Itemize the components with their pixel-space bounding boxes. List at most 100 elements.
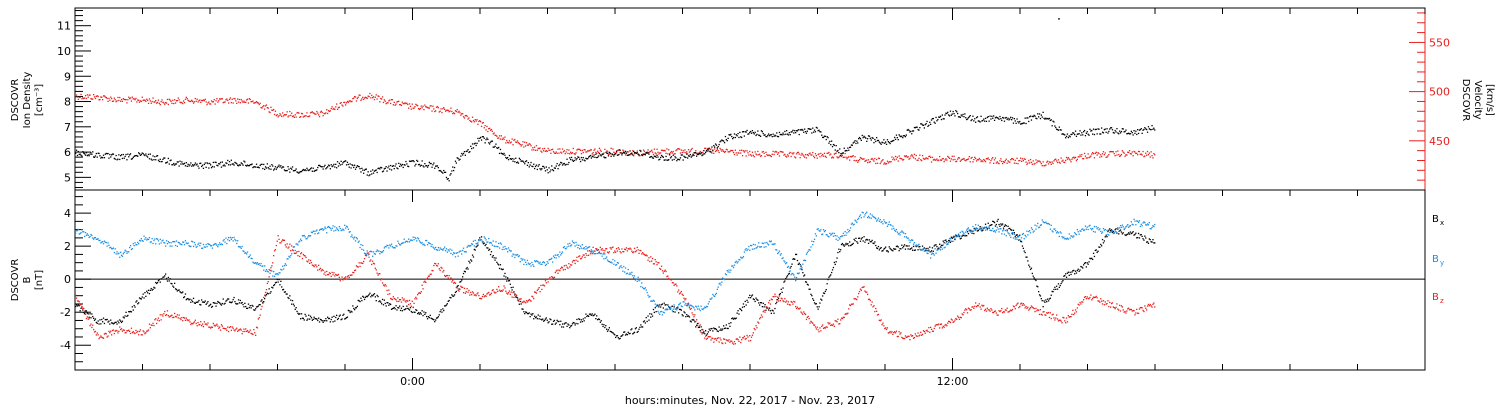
bx-point	[293, 305, 295, 307]
bx-point	[969, 229, 971, 231]
density-point	[205, 166, 207, 168]
velocity-point	[517, 142, 520, 144]
bx-point	[853, 238, 855, 240]
velocity-point	[580, 153, 583, 155]
density-point	[1081, 132, 1083, 134]
by-point	[711, 297, 713, 299]
density-point	[228, 161, 231, 163]
velocity-point	[786, 154, 789, 156]
bx-point	[734, 318, 736, 320]
velocity-point	[930, 156, 932, 159]
by-point	[572, 241, 574, 244]
by-point	[450, 252, 452, 254]
velocity-point	[852, 155, 854, 157]
bx-point	[232, 299, 234, 301]
velocity-point	[892, 158, 894, 161]
density-point	[251, 163, 253, 165]
velocity-point	[753, 156, 755, 158]
by-point	[592, 251, 594, 253]
bz-point	[152, 322, 154, 324]
velocity-point	[639, 155, 641, 157]
by-point	[869, 213, 871, 215]
by-point	[237, 240, 239, 242]
density-point	[185, 162, 187, 164]
by-point	[141, 240, 143, 242]
bx-point	[744, 300, 746, 303]
density-point	[1088, 134, 1090, 136]
density-point	[832, 143, 835, 146]
bx-point	[269, 292, 271, 294]
density-point	[886, 139, 889, 141]
density-point	[128, 156, 130, 158]
velocity-point	[252, 100, 254, 102]
velocity-point	[497, 137, 499, 139]
density-point	[408, 165, 410, 168]
bx-point	[712, 330, 714, 332]
velocity-point	[932, 159, 934, 161]
density-point	[283, 169, 286, 171]
by-point	[594, 253, 596, 255]
density-point	[444, 171, 446, 173]
bx-point	[417, 312, 420, 314]
bx-point	[667, 304, 669, 306]
velocity-point	[1128, 151, 1130, 154]
density-point	[401, 163, 403, 166]
bx-point	[650, 316, 652, 318]
density-point	[440, 170, 442, 172]
bx-point	[925, 247, 927, 250]
density-point	[827, 137, 829, 139]
density-point	[999, 115, 1001, 118]
density-point	[171, 164, 173, 166]
density-point	[474, 142, 476, 144]
velocity-point	[591, 153, 593, 155]
bx-point	[157, 280, 160, 282]
by-point	[255, 263, 258, 265]
by-point	[470, 244, 472, 247]
density-point	[586, 158, 588, 160]
by-point	[130, 248, 133, 251]
density-point	[844, 150, 846, 152]
velocity-point	[1008, 161, 1010, 163]
by-point	[197, 243, 199, 245]
velocity-point	[831, 156, 834, 158]
velocity-point	[1153, 153, 1155, 155]
bx-point	[298, 313, 300, 315]
bx-point	[108, 320, 110, 322]
by-point	[988, 225, 990, 227]
bx-point	[525, 311, 528, 314]
density-point	[462, 152, 465, 155]
density-point	[246, 165, 248, 167]
velocity-point	[1001, 160, 1003, 163]
velocity-point	[442, 108, 444, 110]
bx-point	[1084, 262, 1087, 264]
velocity-point	[1047, 160, 1049, 162]
velocity-point	[334, 108, 336, 111]
by-point	[622, 270, 624, 272]
velocity-point	[154, 101, 156, 103]
bx-point	[958, 236, 961, 238]
bx-point	[750, 295, 753, 297]
bx-point	[826, 283, 828, 285]
velocity-point	[175, 100, 178, 102]
bx-point	[972, 230, 974, 232]
velocity-point	[268, 111, 270, 113]
density-point	[634, 152, 637, 154]
by-point	[780, 253, 782, 255]
velocity-point	[589, 149, 592, 151]
by-point	[1077, 231, 1079, 233]
velocity-point	[721, 150, 723, 152]
bx-point	[545, 317, 547, 319]
by-point	[727, 271, 729, 273]
by-point	[770, 240, 772, 242]
by-point	[1046, 222, 1048, 225]
by-point	[360, 244, 362, 246]
by-point	[1067, 238, 1069, 240]
density-point	[641, 154, 643, 156]
bx-point	[924, 250, 926, 252]
by-point	[182, 241, 184, 243]
velocity-point	[161, 99, 163, 101]
velocity-point	[528, 143, 530, 145]
by-point	[1134, 220, 1136, 222]
velocity-point	[258, 103, 260, 106]
velocity-point	[1016, 157, 1018, 159]
